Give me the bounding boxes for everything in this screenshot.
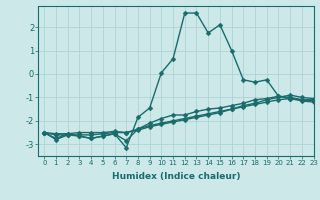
X-axis label: Humidex (Indice chaleur): Humidex (Indice chaleur) — [112, 172, 240, 181]
